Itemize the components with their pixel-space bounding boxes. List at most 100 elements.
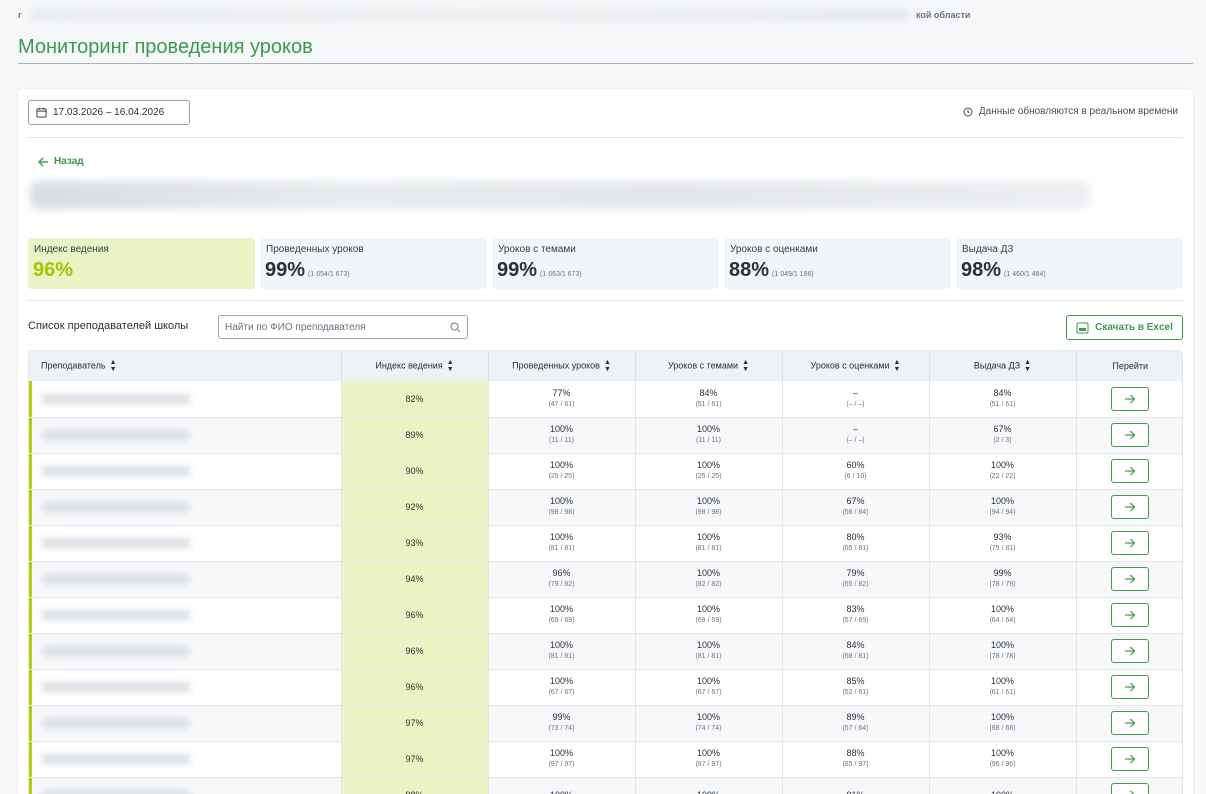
index-cell: 96% [341, 669, 489, 706]
arrow-right-icon [1125, 754, 1136, 764]
cell-ratio: (11 / 11) [695, 437, 722, 444]
teacher-cell[interactable] [29, 741, 342, 778]
cell-ratio: (81 / 81) [548, 653, 575, 660]
column-header-topics[interactable]: Уроков с темами ▲ ▼ [635, 351, 783, 381]
arrow-right-icon [1125, 430, 1136, 440]
teacher-cell[interactable] [29, 417, 342, 454]
download-excel-button[interactable]: Скачать в Excel [1066, 315, 1183, 340]
cell-percent: 84% [699, 387, 718, 398]
grades-cell: – (– / –) [782, 417, 930, 454]
topics-cell: 84% (51 / 61) [635, 381, 783, 418]
goto-teacher-button[interactable] [1111, 783, 1150, 794]
sort-icon: ▲ ▼ [1024, 359, 1032, 373]
cell-percent: 80% [846, 532, 865, 542]
column-header-grades[interactable]: Уроков с оценками ▲ ▼ [782, 351, 930, 381]
goto-teacher-button[interactable] [1111, 711, 1150, 735]
goto-teacher-button[interactable] [1111, 386, 1150, 411]
goto-cell [1076, 669, 1182, 706]
teacher-cell[interactable] [29, 453, 342, 490]
grades-cell: 67% (56 / 84) [782, 489, 930, 526]
goto-teacher-button[interactable] [1111, 423, 1150, 447]
arrow-right-icon [1125, 646, 1136, 656]
index-cell: 97% [341, 705, 489, 742]
lessons-cell: 100% (97 / 97) [488, 741, 636, 778]
stat-value: 99% [497, 259, 538, 281]
download-excel-label: Скачать в Excel [1095, 322, 1173, 333]
goto-teacher-button[interactable] [1111, 531, 1150, 555]
teacher-search-input[interactable] [225, 321, 435, 333]
cell-ratio: (– / –) [846, 437, 865, 444]
cell-percent: 99% [993, 568, 1012, 578]
cell-percent: 100% [990, 640, 1015, 650]
cell-percent: 100% [549, 424, 574, 434]
school-name-redacted [30, 181, 1090, 209]
back-link-label: Назад [54, 156, 84, 167]
cell-percent: 93% [993, 532, 1012, 542]
column-header-index[interactable]: Индекс ведения ▲ ▼ [341, 351, 489, 381]
topics-cell: 100% (82 / 82) [635, 561, 783, 598]
cell-percent: 100% [549, 640, 574, 650]
goto-teacher-button[interactable] [1111, 747, 1150, 771]
cell-percent: 100% [696, 532, 721, 542]
column-header-teacher[interactable]: Преподаватель ▲ ▼ [29, 351, 342, 381]
teacher-name-redacted [41, 717, 191, 729]
index-cell: 93% [341, 525, 489, 562]
teacher-name-redacted [41, 537, 191, 549]
goto-teacher-button[interactable] [1111, 603, 1150, 627]
goto-teacher-button[interactable] [1111, 639, 1150, 663]
column-header-homework[interactable]: Выдача ДЗ ▲ ▼ [929, 351, 1077, 381]
lessons-cell: 100% (25 / 25) [488, 453, 636, 490]
cell-percent: 100% [696, 712, 721, 722]
search-icon[interactable] [450, 321, 461, 333]
cell-percent: 60% [846, 460, 865, 470]
goto-teacher-button[interactable] [1111, 675, 1150, 699]
column-header-lessons[interactable]: Проведенных уроков ▲ ▼ [488, 351, 636, 381]
cell-ratio: (64 / 64) [989, 617, 1016, 624]
teacher-cell[interactable] [29, 633, 342, 670]
arrow-right-icon [1125, 502, 1136, 512]
teacher-name-redacted [41, 573, 191, 585]
cell-percent: 100% [696, 748, 721, 758]
goto-teacher-button[interactable] [1111, 567, 1150, 591]
goto-teacher-button[interactable] [1111, 459, 1150, 483]
index-cell: 98% [341, 777, 489, 794]
stat-card-grades: Уроков с оценками 88% (1 049/1 186) [724, 238, 951, 289]
date-range-picker[interactable]: 17.03.2026 – 16.04.2026 [28, 100, 190, 125]
cell-ratio: (97 / 97) [548, 761, 575, 768]
teacher-cell[interactable] [29, 777, 342, 794]
cell-percent: 100% [696, 604, 721, 614]
cell-ratio: (47 / 61) [548, 400, 575, 408]
clock-icon [963, 107, 973, 116]
breadcrumb: г кой области [18, 8, 970, 24]
teacher-cell[interactable] [29, 669, 342, 706]
stat-card-index: Индекс ведения 96% [28, 238, 255, 289]
cell-ratio: (68 / 68) [989, 725, 1016, 732]
sort-icon: ▲ ▼ [603, 359, 611, 373]
teacher-cell[interactable] [29, 525, 342, 562]
teacher-cell[interactable] [29, 561, 342, 598]
cell-ratio: (85 / 97) [842, 761, 869, 768]
teacher-name-redacted [41, 645, 191, 657]
teacher-cell[interactable] [29, 381, 342, 418]
hw-cell: 93% (75 / 81) [929, 525, 1077, 562]
goto-cell [1076, 417, 1182, 454]
stats-row: Индекс ведения 96% Проведенных уроков 99… [28, 238, 1183, 289]
teacher-list-title: Список преподавателей школы [28, 320, 189, 332]
goto-teacher-button[interactable] [1111, 495, 1150, 519]
table-row: 89% 100% (11 / 11) 100% (11 / 11) – (– / –) 67%… [29, 417, 1182, 454]
teacher-name-redacted [41, 501, 191, 513]
back-link[interactable]: Назад [38, 156, 84, 167]
breadcrumb-tail[interactable]: кой области [916, 10, 971, 20]
realtime-note-text: Данные обновляются в реальном времени [978, 106, 1178, 117]
arrow-right-icon [1125, 574, 1136, 584]
teacher-cell[interactable] [29, 597, 342, 634]
teacher-cell[interactable] [29, 705, 342, 742]
table-row: 93% 100% (81 / 81) 100% (81 / 81) 80% (65 / 81… [29, 525, 1182, 562]
date-range-value: 17.03.2026 – 16.04.2026 [53, 107, 165, 118]
grades-cell: 91% [782, 777, 930, 794]
cell-percent: 67% [993, 424, 1012, 434]
teacher-cell[interactable] [29, 489, 342, 526]
cell-percent: 100% [636, 789, 782, 794]
cell-percent: – [852, 424, 858, 434]
cell-percent: 96% [552, 568, 571, 578]
